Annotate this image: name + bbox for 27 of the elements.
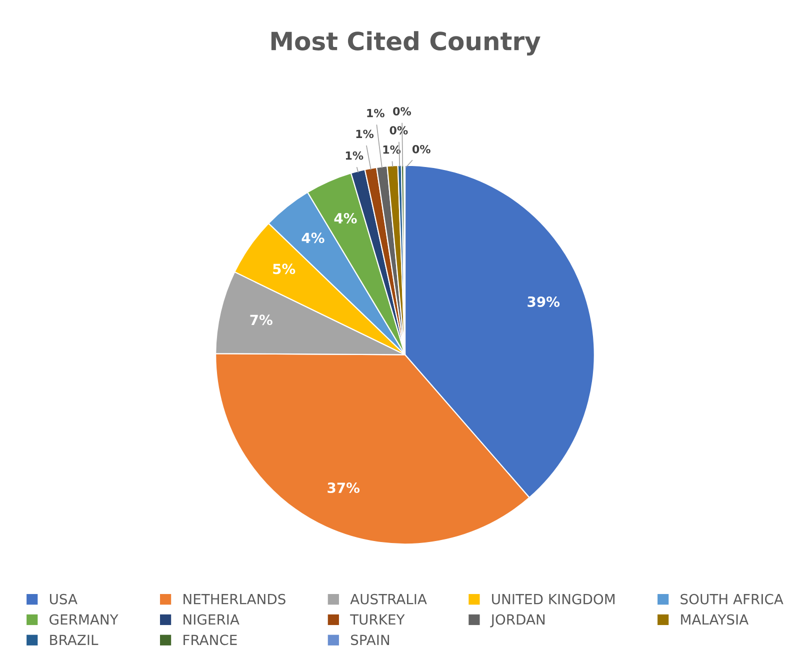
data-label: 5% [273,264,296,274]
legend-label: JORDAN [490,614,545,628]
data-label: 0% [393,107,412,116]
data-label: 0% [412,144,430,154]
data-label: 1% [367,108,384,118]
legend-label: SPAIN [350,634,390,646]
data-label: 0% [390,126,408,134]
data-label: 7% [250,314,272,326]
legend-label: USA [50,594,78,604]
data-label: 37% [328,482,360,494]
chart-title: Most Cited Country [271,31,540,56]
data-label: 1% [383,145,401,154]
legend-label: NETHERLANDS [184,594,286,604]
legend-label: FRANCE [184,634,237,646]
legend-label: BRAZIL [50,634,98,645]
legend-label: TURKEY [350,614,405,625]
legend-label: NIGERIA [184,614,240,625]
data-label: 39% [528,296,560,307]
legend-label: SOUTH AFRICA [680,594,784,604]
data-label: 4% [302,232,324,244]
legend-label: GERMANY [50,614,118,625]
legend-label: MALAYSIA [681,614,748,625]
data-label: 1% [346,151,364,160]
data-label: 1% [356,130,374,138]
data-label: 4% [334,213,357,224]
legend-label: AUSTRALIA [350,594,427,604]
legend-label: UNITED KINGDOM [492,594,614,604]
